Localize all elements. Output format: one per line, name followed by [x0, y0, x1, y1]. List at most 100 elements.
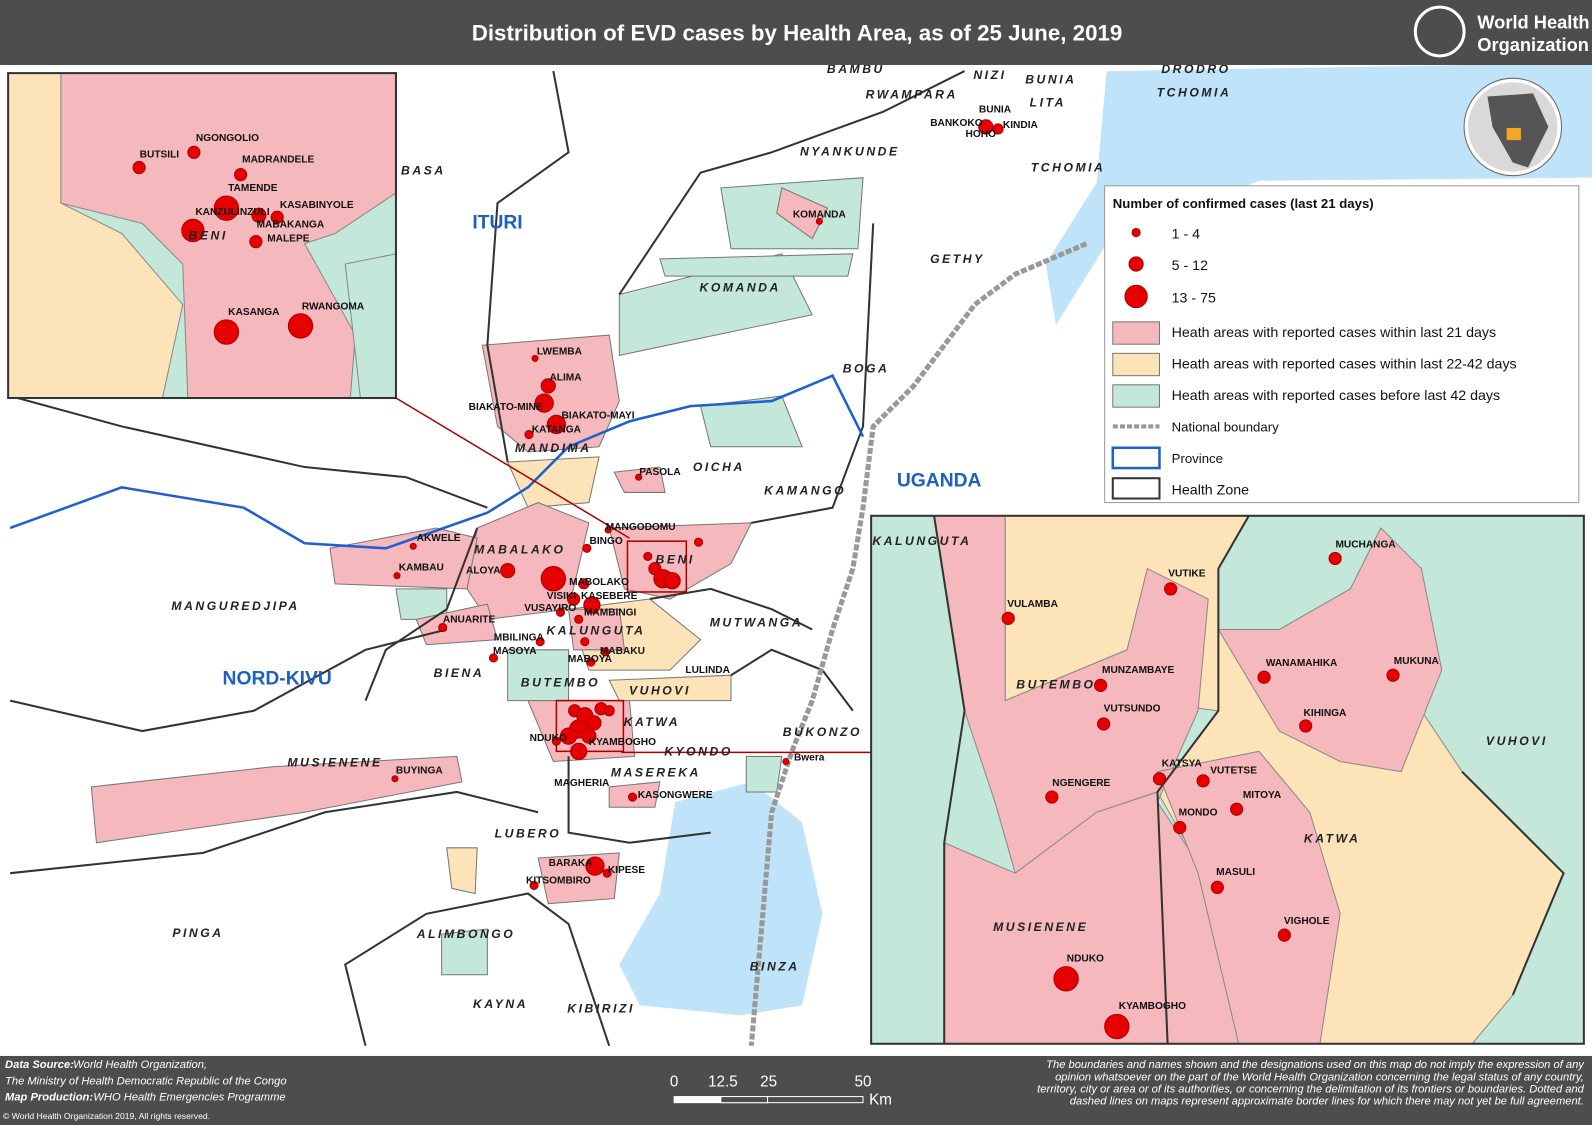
region-label: ITURI	[472, 212, 522, 233]
zone-line	[567, 756, 711, 844]
case-dot	[1104, 1013, 1130, 1040]
place-label: VIGHOLE	[1284, 916, 1330, 927]
place-label: KANZULINZULI	[195, 207, 270, 218]
zone-label: BUTEMBO	[521, 675, 600, 689]
area	[776, 187, 829, 240]
place-label: MABAKU	[600, 646, 645, 657]
place-label: VUTSUNDO	[1104, 704, 1161, 715]
case-dot	[249, 235, 263, 249]
case-dot	[1001, 611, 1015, 625]
scale-unit: Km	[869, 1092, 892, 1109]
footer-bar	[0, 1055, 1592, 1125]
place-label: MAMBINGI	[584, 607, 637, 618]
zone-label: NYANKUNDE	[800, 144, 900, 158]
zone-line	[1461, 770, 1565, 996]
case-dot	[782, 757, 790, 766]
scale-label: 12.5	[708, 1073, 738, 1090]
zone-label: KAMANGO	[764, 483, 846, 497]
zone-line	[649, 587, 813, 631]
case-dot	[574, 614, 584, 624]
case-dot	[551, 736, 561, 746]
scale-bar: 0 12.5 25 50 Km	[670, 1073, 892, 1108]
case-dot	[251, 207, 267, 223]
globe-highlight	[1506, 127, 1521, 141]
case-dot	[500, 563, 516, 579]
case-dot	[546, 414, 567, 435]
area	[1217, 527, 1443, 773]
zone-label: VUHOVI	[1486, 734, 1548, 748]
legend-label: Heath areas with reported cases within l…	[1172, 357, 1517, 373]
place-label: KINDIA	[1003, 120, 1039, 131]
place-label: BARAKA	[549, 858, 594, 869]
case-dot	[1152, 772, 1167, 786]
legend-label: Heath areas with reported cases within l…	[1172, 325, 1496, 341]
zone-label: NIZI	[973, 68, 1006, 82]
place-label: MANGODOMU	[606, 522, 676, 533]
scale-label: 25	[760, 1073, 777, 1090]
case-dot	[187, 145, 201, 159]
footer-text: The Ministry of Health Democratic Republ…	[5, 1075, 287, 1087]
zone-label: OICHA	[693, 460, 745, 474]
zone-label: MUTWANGA	[710, 615, 803, 629]
area	[481, 334, 620, 453]
extent-box	[555, 699, 625, 753]
place-label: MUKUNA	[1394, 656, 1440, 667]
footer-label: Map Production:	[5, 1092, 93, 1104]
zone-line	[730, 648, 854, 712]
zone-label: GETHY	[930, 252, 985, 266]
inset-frame	[7, 72, 397, 400]
legend-title: Number of confirmed cases (last 21 days)	[1113, 196, 1374, 211]
place-label: KASANGA	[228, 307, 280, 318]
zone-label: VUHOVI	[629, 683, 691, 697]
legend-label: National boundary	[1172, 420, 1279, 435]
footer-text: WHO Health Emergencies Programme	[93, 1092, 285, 1104]
zone-label: MABALAKO	[474, 542, 565, 556]
scale-label: 50	[855, 1073, 872, 1090]
case-dot	[1093, 678, 1108, 692]
zone-label: MUSIENENE	[287, 756, 382, 770]
zone-label: MUSIENENE	[993, 920, 1088, 934]
place-label: KATSYA	[1162, 759, 1203, 770]
case-dot	[1196, 774, 1210, 788]
disclaimer: dashed lines on maps represent approxima…	[1070, 1096, 1584, 1108]
case-dot	[555, 607, 566, 617]
place-label: TAMENDE	[228, 183, 278, 194]
zone-label: TCHOMIA	[1157, 85, 1232, 99]
case-dot	[529, 880, 539, 890]
place-label: Bwera	[794, 752, 825, 763]
legend-label: Health Zone	[1172, 482, 1249, 498]
header-bar	[0, 0, 1592, 65]
place-label: MABOLAKO	[569, 577, 629, 588]
case-dot	[540, 378, 556, 394]
zone-label: LITA	[1030, 96, 1066, 110]
case-dot	[583, 596, 601, 614]
logo-text: Organization	[1477, 34, 1589, 55]
case-dot	[581, 728, 597, 744]
area	[446, 847, 478, 895]
place-label: ALOYA	[466, 566, 501, 577]
legend: Number of confirmed cases (last 21 days)…	[1104, 185, 1580, 504]
place-label: NGONGOLIO	[196, 133, 259, 144]
scale-seg	[767, 1096, 864, 1104]
case-dot	[643, 551, 653, 561]
health-zones	[9, 70, 965, 1047]
case-dot	[693, 537, 704, 547]
legend-label: 13 - 75	[1172, 291, 1216, 307]
place-label: MABAKANGA	[257, 219, 325, 230]
place-label: BANKOKO	[930, 118, 983, 129]
area	[329, 527, 478, 590]
region-label: NORD-KIVU	[223, 668, 332, 689]
legend-dot	[1128, 256, 1144, 272]
disclaimer: The boundaries and names shown and the d…	[1046, 1059, 1585, 1071]
place-label: MASOYA	[493, 646, 537, 657]
zone-label: KIBIRIZI	[567, 1001, 635, 1015]
case-dot	[524, 429, 534, 440]
case-dot	[604, 526, 612, 534]
case-dot	[132, 160, 146, 175]
legend-swatch	[1112, 384, 1160, 408]
inset-butembo	[870, 514, 1585, 1045]
case-dot	[567, 592, 581, 606]
zone-label: DRODRO	[1161, 62, 1230, 76]
case-dot	[602, 868, 612, 878]
case-dot	[580, 637, 590, 647]
